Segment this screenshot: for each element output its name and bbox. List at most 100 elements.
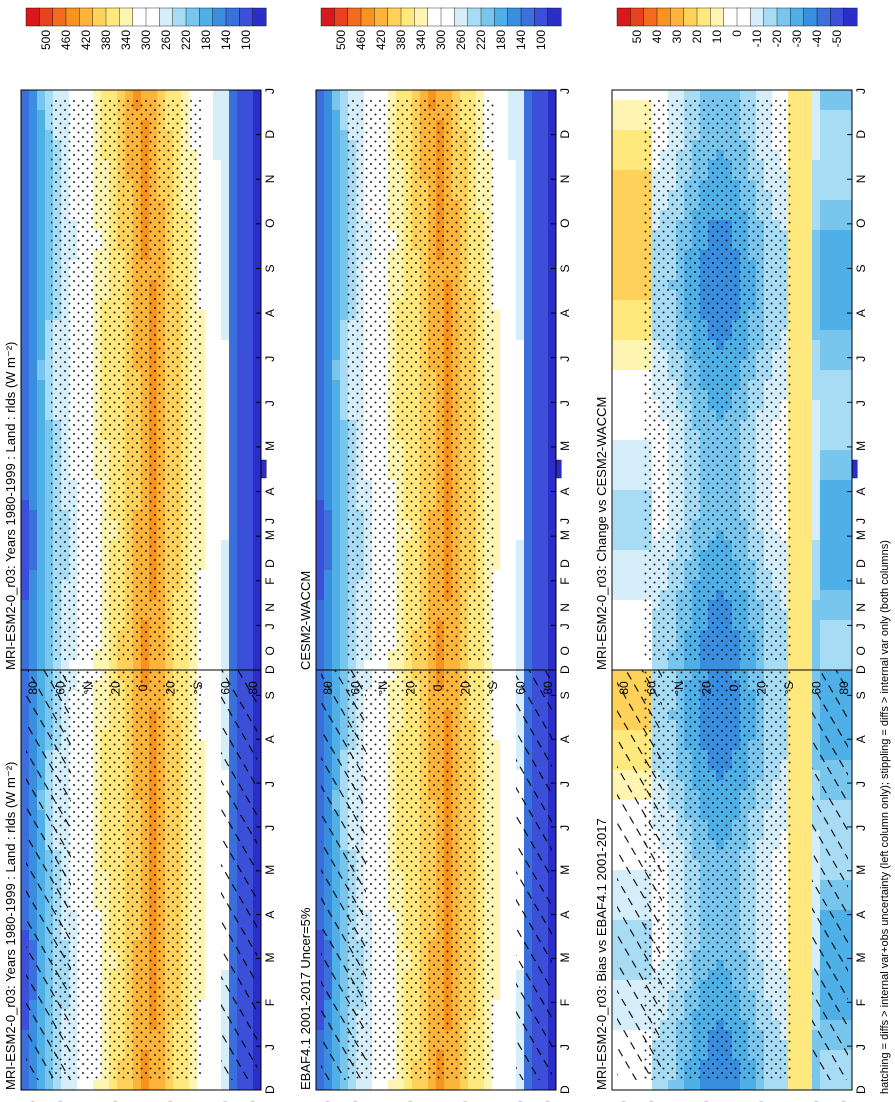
heat-cell xyxy=(37,140,46,151)
heat-cell xyxy=(45,620,54,631)
heat-cell xyxy=(197,680,206,691)
heat-cell xyxy=(213,730,222,741)
heat-cell xyxy=(221,190,230,201)
heat-cell xyxy=(197,950,206,961)
heat-cell xyxy=(245,560,254,571)
heat-cell xyxy=(412,1080,421,1091)
heat-cell xyxy=(37,330,46,341)
heat-cell xyxy=(508,750,517,761)
heat-cell xyxy=(197,220,206,231)
heat-cell xyxy=(149,90,158,101)
heat-cell xyxy=(221,550,230,561)
heat-cell xyxy=(500,670,509,681)
heat-cell xyxy=(205,550,214,561)
heat-cell xyxy=(316,830,325,841)
heat-cell xyxy=(221,130,230,141)
heat-cell xyxy=(237,200,246,211)
heat-cell xyxy=(37,260,46,271)
heat-cell xyxy=(45,500,54,511)
heat-cell xyxy=(197,690,206,701)
heat-cell xyxy=(245,90,254,101)
heat-cell xyxy=(21,1070,30,1081)
heat-cell xyxy=(205,260,214,271)
heat-cell xyxy=(213,130,222,141)
heat-cell xyxy=(213,330,222,341)
heat-cell xyxy=(221,380,230,391)
heat-cell xyxy=(21,680,30,691)
heat-cell xyxy=(93,1080,102,1091)
heat-cell xyxy=(253,730,262,741)
heat-cell xyxy=(21,630,30,641)
heat-cell xyxy=(245,350,254,361)
heat-cell xyxy=(213,590,222,601)
heat-cell xyxy=(77,90,86,101)
heat-cell xyxy=(245,420,254,431)
heat-cell xyxy=(37,220,46,231)
heat-cell xyxy=(237,170,246,181)
panel-title: MRI-ESM2-0_r03: Years 1980-1999 : Land :… xyxy=(3,762,18,1090)
heat-cell xyxy=(492,1000,501,1011)
heat-cell xyxy=(253,160,262,171)
heat-cell xyxy=(45,660,54,671)
heat-cell xyxy=(253,1040,262,1051)
heat-cell xyxy=(229,290,238,301)
heat-cell xyxy=(253,580,262,591)
heat-cell xyxy=(21,330,30,341)
month-label: A xyxy=(263,488,277,496)
heat-cell xyxy=(205,600,214,611)
heat-cell xyxy=(213,910,222,921)
heat-cell xyxy=(388,1080,397,1091)
heat-cell xyxy=(245,540,254,551)
heat-cell xyxy=(37,310,46,321)
heat-cell xyxy=(213,800,222,811)
heat-cell xyxy=(197,670,206,681)
heat-cell xyxy=(29,390,38,401)
heat-cell xyxy=(205,670,214,681)
heat-cell xyxy=(221,470,230,481)
heat-cell xyxy=(29,510,38,521)
heat-cell xyxy=(29,640,38,651)
heat-cell xyxy=(221,520,230,531)
heat-cell xyxy=(205,420,214,431)
heat-cell xyxy=(253,850,262,861)
heat-cell xyxy=(237,240,246,251)
heat-cell xyxy=(197,490,206,501)
heat-cell xyxy=(245,590,254,601)
heat-cell xyxy=(21,820,30,831)
month-label: J xyxy=(263,518,277,524)
heat-cell xyxy=(508,840,517,851)
heat-cell xyxy=(21,960,30,971)
heat-cell xyxy=(221,660,230,671)
heat-cell xyxy=(237,530,246,541)
colorbar-swatch xyxy=(132,7,147,27)
heat-cell xyxy=(253,450,262,461)
heat-cell xyxy=(29,620,38,631)
heat-cell xyxy=(61,90,70,101)
heat-cell xyxy=(213,690,222,701)
heat-cell xyxy=(21,840,30,851)
heat-cell xyxy=(213,300,222,311)
heat-cell xyxy=(253,1000,262,1011)
heat-cell xyxy=(237,630,246,641)
heat-cell xyxy=(221,490,230,501)
heat-cell xyxy=(37,490,46,501)
heat-cell xyxy=(61,660,70,671)
heat-cell xyxy=(213,740,222,751)
heat-cell xyxy=(245,330,254,341)
heat-cell xyxy=(45,530,54,541)
heat-cell xyxy=(21,100,30,111)
heat-cell xyxy=(197,450,206,461)
heat-cell xyxy=(37,400,46,411)
heat-cell xyxy=(45,360,54,371)
heat-cell xyxy=(21,730,30,741)
heat-cell xyxy=(29,650,38,661)
heat-cell xyxy=(205,680,214,691)
heat-cell xyxy=(37,600,46,611)
heat-cell xyxy=(229,640,238,651)
heat-cell xyxy=(21,1030,30,1041)
colorbar-tick-label: 100 xyxy=(239,30,253,50)
heat-cell xyxy=(213,930,222,941)
heat-cell xyxy=(29,1080,38,1091)
heat-cell xyxy=(37,270,46,281)
heat-cell xyxy=(205,1050,214,1061)
